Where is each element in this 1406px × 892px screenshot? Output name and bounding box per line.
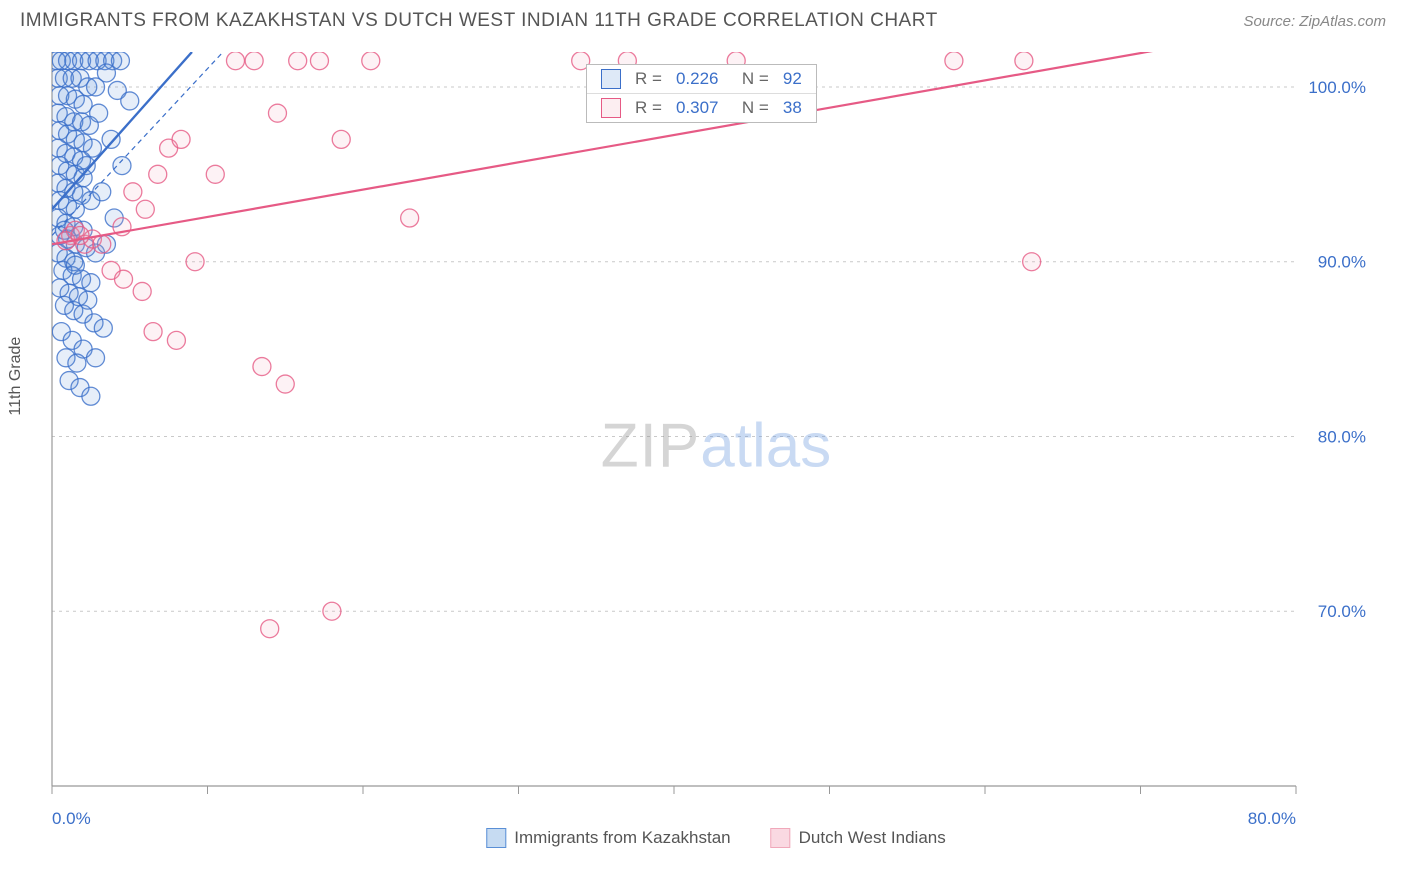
legend-swatch xyxy=(601,69,621,89)
legend-item: Dutch West Indians xyxy=(771,828,946,848)
n-label: N = xyxy=(732,69,768,89)
legend-item: Immigrants from Kazakhstan xyxy=(486,828,730,848)
legend-row: R = 0.226 N = 92 xyxy=(587,65,816,94)
r-value: 0.307 xyxy=(676,98,719,118)
legend-row: R = 0.307 N = 38 xyxy=(587,94,816,122)
legend-swatch xyxy=(771,828,791,848)
svg-text:80.0%: 80.0% xyxy=(1318,427,1366,446)
svg-text:80.0%: 80.0% xyxy=(1248,809,1296,828)
scatter-plot: 70.0% 80.0% 90.0% 100.0% 0.0% 80.0% xyxy=(46,46,1386,846)
r-value: 0.226 xyxy=(676,69,719,89)
n-label: N = xyxy=(732,98,768,118)
r-label: R = xyxy=(635,69,662,89)
chart-title: IMMIGRANTS FROM KAZAKHSTAN VS DUTCH WEST… xyxy=(20,10,938,32)
correlation-legend: R = 0.226 N = 92 R = 0.307 N = 38 xyxy=(586,64,817,123)
legend-swatch xyxy=(601,98,621,118)
legend-label: Immigrants from Kazakhstan xyxy=(514,828,730,848)
svg-text:0.0%: 0.0% xyxy=(52,809,91,828)
n-value: 92 xyxy=(783,69,802,89)
legend-label: Dutch West Indians xyxy=(799,828,946,848)
svg-text:90.0%: 90.0% xyxy=(1318,253,1366,272)
svg-text:70.0%: 70.0% xyxy=(1318,602,1366,621)
chart-container: 11th Grade 70.0%80.0%90.0%100.0%0.0%80.0… xyxy=(46,46,1386,846)
legend-swatch xyxy=(486,828,506,848)
series-legend: Immigrants from Kazakhstan Dutch West Ind… xyxy=(486,828,945,848)
n-value: 38 xyxy=(783,98,802,118)
svg-text:100.0%: 100.0% xyxy=(1308,78,1366,97)
y-axis-label: 11th Grade xyxy=(7,337,25,416)
source-label: Source: ZipAtlas.com xyxy=(1243,13,1386,30)
r-label: R = xyxy=(635,98,662,118)
